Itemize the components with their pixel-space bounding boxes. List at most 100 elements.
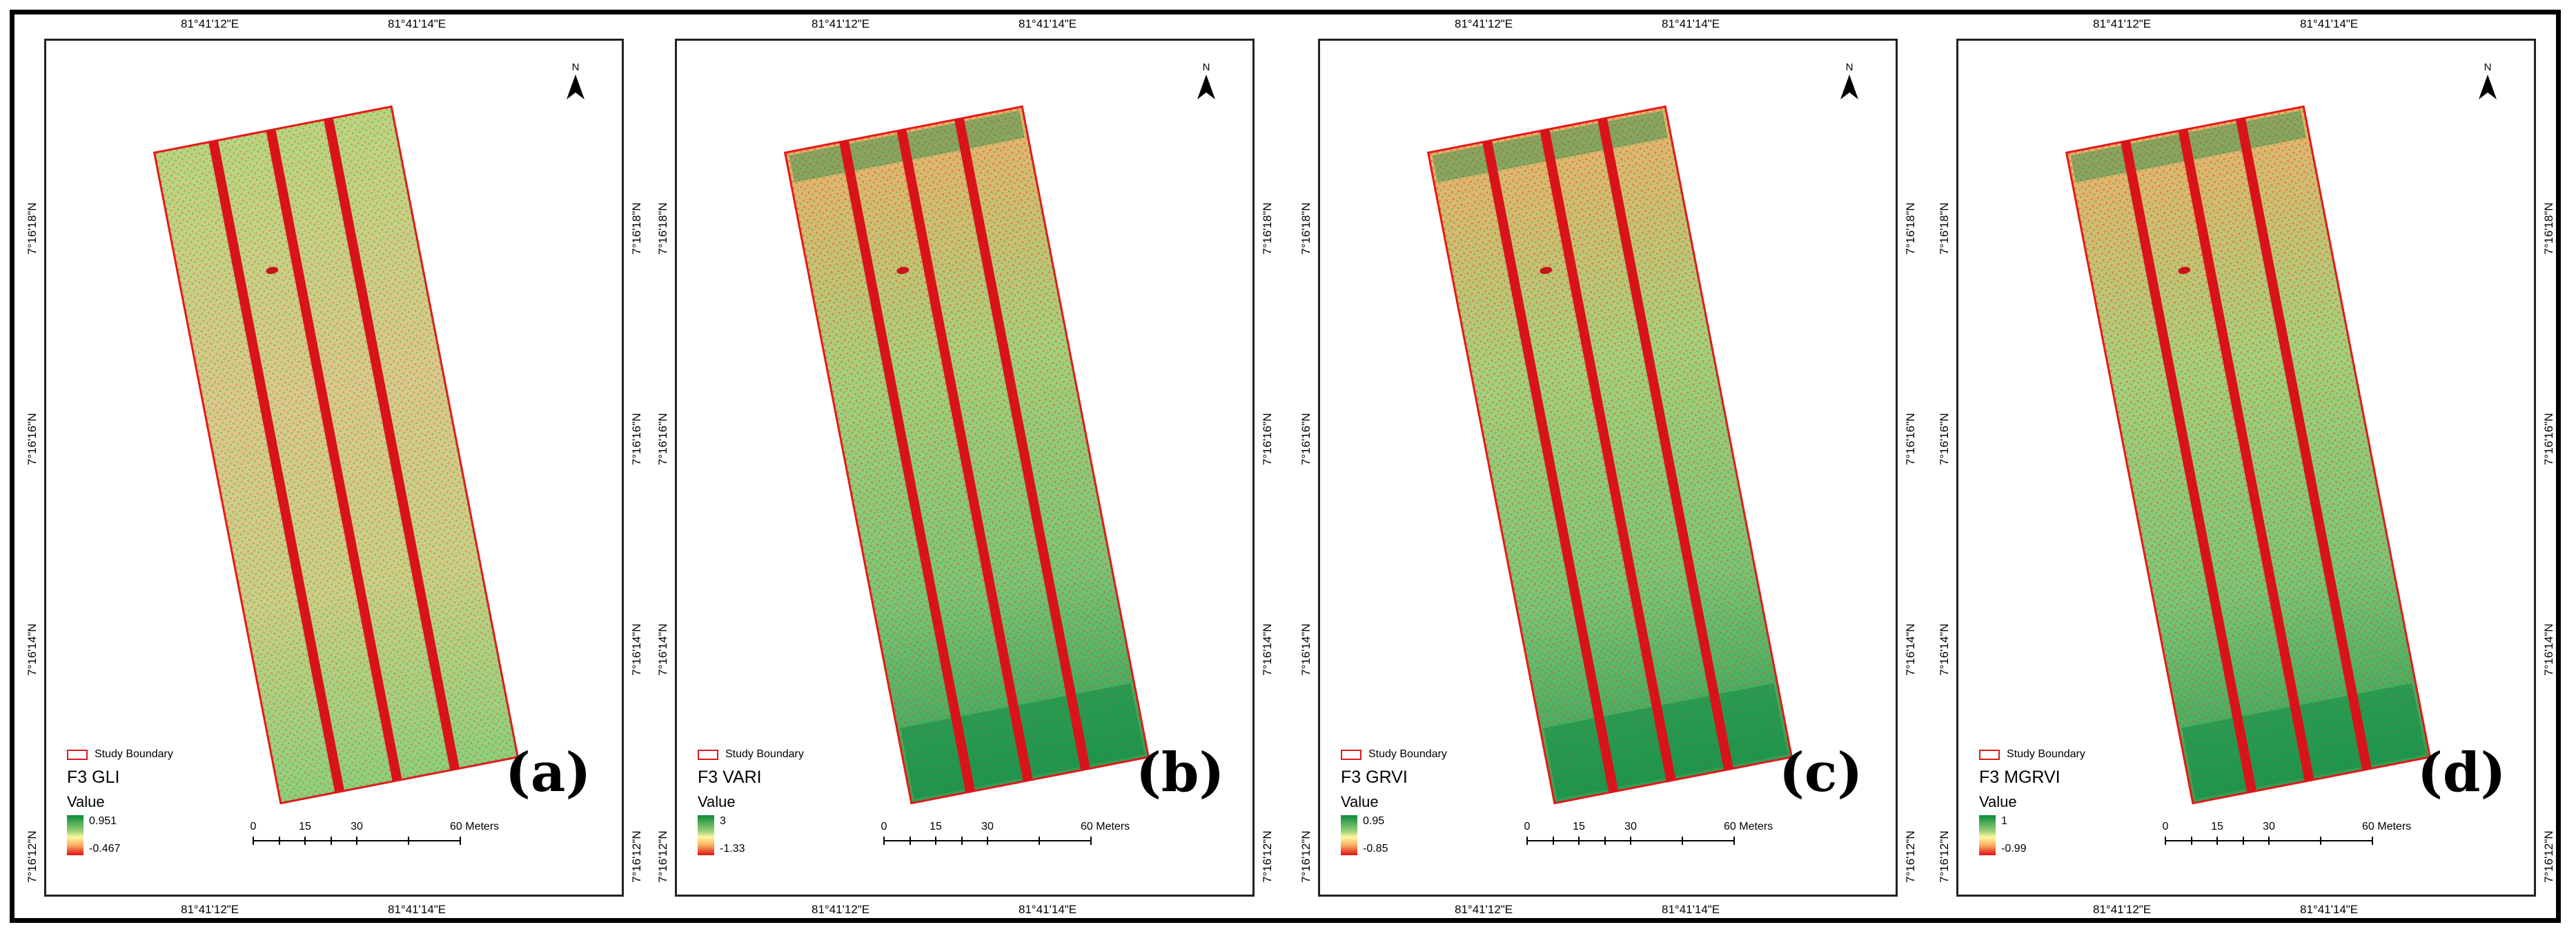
boundary-swatch xyxy=(67,749,88,760)
legend-max-value: 1 xyxy=(2001,815,2007,827)
index-title: F3 GRVI xyxy=(1341,768,1408,787)
boundary-legend-label: Study Boundary xyxy=(95,748,173,760)
furrow-strip xyxy=(2121,140,2257,793)
index-title: F3 VARI xyxy=(698,768,762,787)
scale-tick-label: 15 xyxy=(930,821,942,832)
furrow-strip xyxy=(1597,117,1733,770)
latitude-label: 7°16'14"N xyxy=(1904,623,1917,676)
latitude-label: 7°16'14"N xyxy=(26,623,39,676)
color-ramp xyxy=(67,815,83,855)
latitude-label: 7°16'18"N xyxy=(26,202,39,255)
map-legend: Study Boundary F3 GLI Value 0.951 -0.467 xyxy=(67,748,173,855)
longitude-label: 81°41'12"E xyxy=(181,903,239,916)
legend-min-value: -1.33 xyxy=(720,843,745,855)
longitude-label: 81°41'12"E xyxy=(2093,903,2152,916)
map-legend: Study Boundary F3 MGRVI Value 1 -0.99 xyxy=(1979,748,2085,855)
legend-min-value: -0.85 xyxy=(1363,843,1388,855)
scale-tick-label: 30 xyxy=(2263,821,2275,832)
latitude-label: 7°16'18"N xyxy=(1299,202,1312,255)
field-raster xyxy=(1426,105,1793,805)
map-panel-c: 81°41'12"E 81°41'12"E 81°41'14"E 81°41'14"E… xyxy=(1299,17,1917,916)
scale-tick-label: 60 Meters xyxy=(450,821,499,832)
longitude-label: 81°41'14"E xyxy=(388,903,446,916)
scale-tick-label: 15 xyxy=(2211,821,2223,832)
latitude-label: 7°16'12"N xyxy=(656,830,669,883)
latitude-label: 7°16'18"N xyxy=(630,202,643,255)
scale-tick-label: 30 xyxy=(981,821,994,832)
scale-tick-label: 15 xyxy=(299,821,311,832)
map-legend: Study Boundary F3 GRVI Value 0.95 -0.85 xyxy=(1341,748,1447,855)
latitude-label: 7°16'12"N xyxy=(630,830,643,883)
scale-tick-label: 30 xyxy=(1624,821,1637,832)
color-ramp xyxy=(1979,815,1996,855)
north-arrow-icon: N xyxy=(1194,61,1218,104)
value-title: Value xyxy=(1341,793,1379,810)
legend-max-value: 0.95 xyxy=(1363,815,1385,827)
furrow-strip xyxy=(839,140,976,793)
furrow-strip xyxy=(1482,140,1619,793)
latitude-label: 7°16'14"N xyxy=(1261,623,1274,676)
latitude-label: 7°16'16"N xyxy=(26,413,39,465)
scale-tick-label: 60 Meters xyxy=(1724,821,1773,832)
longitude-label: 81°41'14"E xyxy=(2300,17,2359,30)
furrow-strip xyxy=(1540,129,1676,782)
latitude-label: 7°16'12"N xyxy=(2542,830,2555,883)
latitude-label: 7°16'14"N xyxy=(1299,623,1312,676)
field-raster xyxy=(2065,105,2432,805)
latitude-label: 7°16'16"N xyxy=(656,413,669,465)
scale-bar: 0 15 30 60 Meters xyxy=(250,816,540,861)
scale-tick-label: 60 Meters xyxy=(2362,821,2411,832)
north-arrow-icon: N xyxy=(2476,61,2499,104)
furrow-strip xyxy=(896,129,1033,782)
index-title: F3 MGRVI xyxy=(1979,768,2061,787)
longitude-label: 81°41'14"E xyxy=(1019,903,1077,916)
furrow-strip xyxy=(266,129,402,782)
longitude-label: 81°41'14"E xyxy=(1019,17,1077,30)
north-arrow-icon: N xyxy=(564,61,587,104)
longitude-label: 81°41'14"E xyxy=(1662,903,1720,916)
latitude-label: 7°16'18"N xyxy=(1904,202,1917,255)
panel-letter: (c) xyxy=(1779,741,1863,804)
latitude-label: 7°16'18"N xyxy=(1938,202,1951,255)
scale-bar: 0 15 30 60 Meters xyxy=(881,816,1170,861)
latitude-label: 7°16'14"N xyxy=(1938,623,1951,676)
scale-tick-label: 60 Meters xyxy=(1081,821,1130,832)
latitude-label: 7°16'12"N xyxy=(26,830,39,883)
furrow-strip xyxy=(2236,117,2372,770)
scale-tick-label: 0 xyxy=(1524,821,1531,832)
north-arrow-icon: N xyxy=(1838,61,1861,104)
panel-letter: (d) xyxy=(2417,741,2506,804)
panel-letter: (b) xyxy=(1136,741,1225,804)
scale-tick-label: 30 xyxy=(351,821,363,832)
boundary-swatch xyxy=(698,749,718,760)
latitude-label: 7°16'18"N xyxy=(1261,202,1274,255)
longitude-label: 81°41'12"E xyxy=(812,903,870,916)
scale-bar: 0 15 30 60 Meters xyxy=(1524,816,1813,861)
scale-bar: 0 15 30 60 Meters xyxy=(2162,816,2452,861)
panel-letter: (a) xyxy=(505,741,591,804)
furrow-strip xyxy=(2178,129,2314,782)
latitude-label: 7°16'16"N xyxy=(1261,413,1274,465)
latitude-label: 7°16'16"N xyxy=(630,413,643,465)
furrow-strip xyxy=(208,140,345,793)
longitude-label: 81°41'14"E xyxy=(1662,17,1720,30)
scale-tick-label: 0 xyxy=(250,821,257,832)
map-legend: Study Boundary F3 VARI Value 3 -1.33 xyxy=(698,748,804,855)
scale-tick-label: 15 xyxy=(1573,821,1585,832)
latitude-label: 7°16'18"N xyxy=(656,202,669,255)
latitude-label: 7°16'12"N xyxy=(1299,830,1312,883)
boundary-swatch xyxy=(1341,749,1361,760)
field-raster xyxy=(153,105,520,805)
legend-min-value: -0.99 xyxy=(2001,843,2027,855)
longitude-label: 81°41'12"E xyxy=(1455,903,1513,916)
map-panel-d: 81°41'12"E 81°41'12"E 81°41'14"E 81°41'14"E… xyxy=(1938,17,2555,916)
value-title: Value xyxy=(67,793,105,810)
boundary-legend-label: Study Boundary xyxy=(2007,748,2085,760)
index-title: F3 GLI xyxy=(67,768,120,787)
boundary-legend-label: Study Boundary xyxy=(1368,748,1447,760)
latitude-label: 7°16'14"N xyxy=(656,623,669,676)
latitude-label: 7°16'14"N xyxy=(2542,623,2555,676)
map-panel-b: 81°41'12"E 81°41'12"E 81°41'14"E 81°41'14"E… xyxy=(656,17,1274,916)
longitude-label: 81°41'12"E xyxy=(1455,17,1513,30)
longitude-label: 81°41'12"E xyxy=(181,17,239,30)
